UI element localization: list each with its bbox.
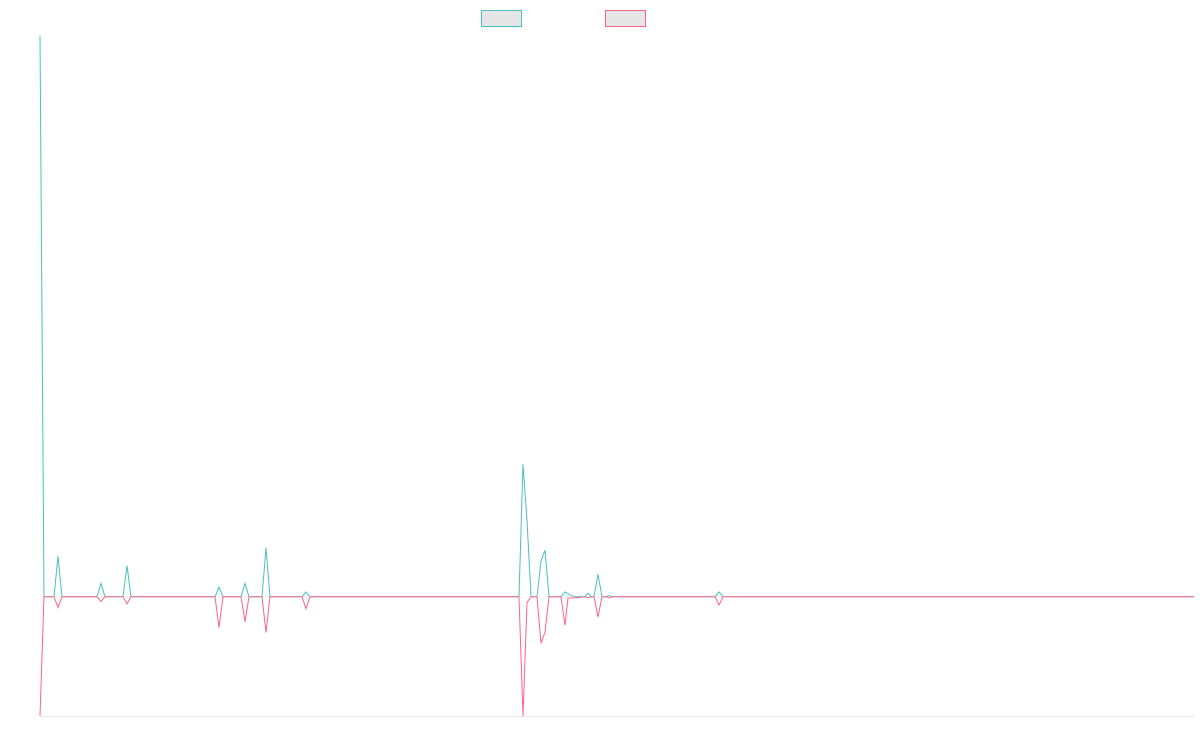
series-line-2[interactable] (39, 596, 1194, 717)
plot-area (39, 35, 1194, 717)
legend-swatch-2[interactable] (605, 10, 646, 27)
series-line-1[interactable] (39, 35, 1194, 598)
legend[interactable] (481, 10, 646, 27)
legend-swatch-1[interactable] (481, 10, 522, 27)
